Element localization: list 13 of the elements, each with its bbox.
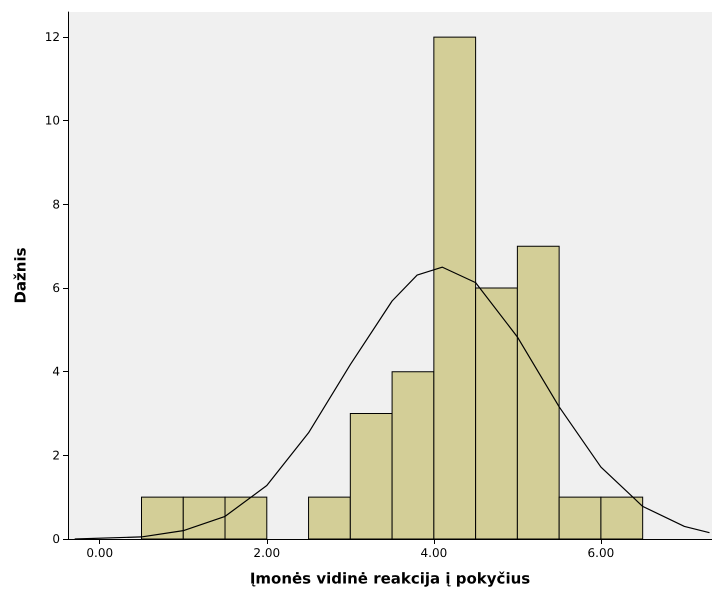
y-axis-title: Dažnis: [12, 247, 30, 304]
x-tick-label: 4.00: [420, 546, 448, 560]
x-axis-title: Įmonės vidinė reakcija į pokyčius: [250, 570, 530, 588]
y-tick-label: 4: [52, 364, 60, 379]
x-tick-label: 0.00: [86, 546, 114, 560]
x-tick-label: 6.00: [588, 546, 614, 560]
y-tick-label: 2: [52, 448, 60, 462]
y-tick-label: 10: [44, 114, 60, 128]
y-tick-label: 8: [52, 197, 60, 212]
y-tick-label: 0: [52, 532, 60, 546]
y-tick-label: 6: [52, 281, 60, 296]
y-tick-label: 12: [44, 30, 60, 44]
x-tick-label: 2.00: [253, 546, 280, 560]
